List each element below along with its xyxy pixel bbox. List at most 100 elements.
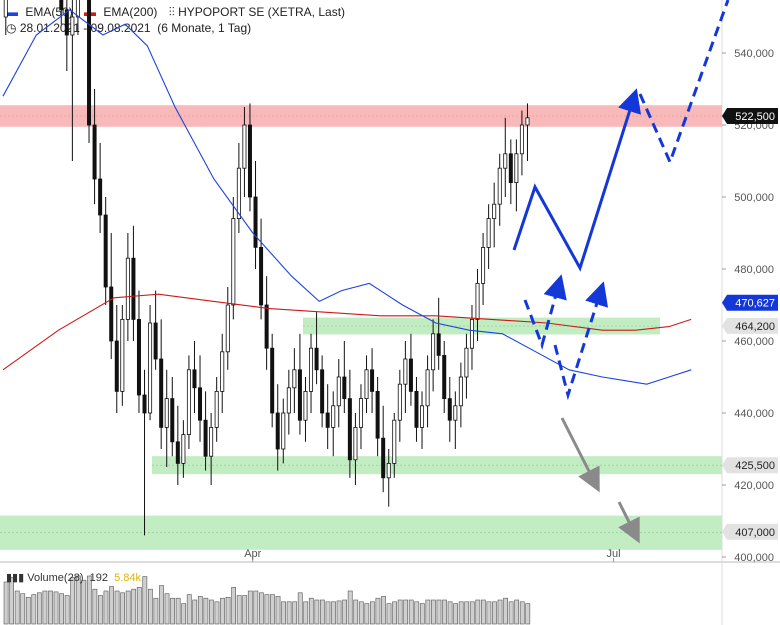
volume-bar <box>103 590 109 625</box>
candle-body <box>64 9 69 36</box>
volume-bar <box>48 590 53 625</box>
volume-bar <box>386 603 392 625</box>
candle-body <box>420 405 425 428</box>
volume-bar <box>503 597 508 625</box>
candle-body <box>392 419 397 464</box>
candle-body <box>209 426 214 457</box>
volume-legend: ▮▮▮ Volume(28) 192 5.84k <box>6 572 142 584</box>
volume-bar <box>64 595 70 625</box>
candle-body <box>231 218 236 306</box>
volume-bar <box>275 596 281 625</box>
price-tag-label: 425,500 <box>735 460 775 472</box>
volume-bar <box>175 597 181 625</box>
volume-bar <box>397 599 403 625</box>
candle-body <box>148 322 153 414</box>
volume-bar <box>480 599 486 625</box>
volume-bar <box>419 603 425 625</box>
candle-body <box>514 153 519 184</box>
candle-body <box>286 387 291 414</box>
y-tick-label: 500,000 <box>734 192 774 204</box>
price-tag <box>722 523 778 540</box>
candle-body <box>75 0 80 18</box>
volume-bar <box>375 597 381 625</box>
volume-bar <box>81 579 87 625</box>
volume-bar <box>192 599 198 625</box>
candle-body <box>198 387 203 421</box>
volume-bar <box>136 587 142 625</box>
volume-bar <box>153 597 159 625</box>
volume-bar <box>431 599 436 625</box>
candle-body <box>469 318 474 349</box>
candle-body <box>503 153 508 169</box>
candle-body <box>458 376 463 407</box>
arrow-down-2 <box>617 501 640 544</box>
arrow-down-1 <box>560 417 600 493</box>
price-tag <box>722 108 778 124</box>
volume-bar <box>209 599 214 625</box>
volume-bar <box>458 601 464 625</box>
candle-body <box>464 347 469 378</box>
volume-bar <box>469 601 475 625</box>
volume-bar <box>159 585 164 625</box>
candle-body <box>397 383 402 421</box>
candle-body <box>314 347 319 371</box>
volume-bar <box>59 593 64 625</box>
x-tick-label: Apr <box>244 548 261 560</box>
volume-bar <box>408 599 414 625</box>
price-tag-label: 407,000 <box>735 527 775 539</box>
volume-bar <box>20 593 26 625</box>
candle-body <box>519 124 524 155</box>
candle-body <box>192 369 197 389</box>
y-tick-label: 400,000 <box>734 552 774 564</box>
candle-body <box>247 124 252 198</box>
candle-body <box>214 390 219 428</box>
volume-bar <box>453 603 458 625</box>
candle-body <box>103 214 108 288</box>
candle-body <box>114 340 119 392</box>
candle-body <box>375 390 380 439</box>
candle-body <box>292 369 297 389</box>
volume-bar <box>53 591 59 625</box>
volume-bar <box>186 594 192 625</box>
candle-body <box>436 333 441 356</box>
candle-body <box>98 178 103 216</box>
candle-body <box>486 218 491 248</box>
ema50-line <box>2 9 692 385</box>
volume-bar <box>42 590 48 625</box>
candle-body <box>225 304 230 353</box>
candle-body <box>92 124 97 180</box>
candle-body <box>136 318 141 396</box>
candle-body <box>381 437 386 479</box>
candle-body <box>342 376 347 400</box>
price-tag <box>722 317 778 334</box>
volume-bar <box>86 575 92 625</box>
candle-body <box>525 117 530 126</box>
candle-body <box>142 394 147 414</box>
candle-body <box>453 405 458 421</box>
y-tick-label: 480,000 <box>734 264 774 276</box>
volume-bar <box>336 600 342 625</box>
volume-bar <box>164 593 170 625</box>
projection-dashed-1 <box>523 274 567 350</box>
y-tick-label: 540,000 <box>734 48 774 60</box>
volume-bar <box>114 590 120 625</box>
candle-body <box>242 124 247 169</box>
candle-body <box>131 257 136 320</box>
candle-body <box>309 347 314 392</box>
volume-bar <box>125 590 131 625</box>
volume-bar <box>381 596 386 625</box>
candle-body <box>408 358 413 392</box>
volume-bar <box>36 592 42 625</box>
volume-bar <box>353 599 359 625</box>
volume-bar <box>425 599 431 625</box>
volume-bar <box>25 596 31 625</box>
candle-body <box>181 434 186 464</box>
volume-bar <box>364 603 370 625</box>
volume-bar <box>231 587 237 625</box>
volume-bar <box>403 599 409 625</box>
volume-bar <box>525 603 531 625</box>
volume-bar <box>314 599 320 625</box>
volume-bar <box>181 603 187 625</box>
candle-body <box>331 405 336 428</box>
price-tag <box>722 457 778 474</box>
